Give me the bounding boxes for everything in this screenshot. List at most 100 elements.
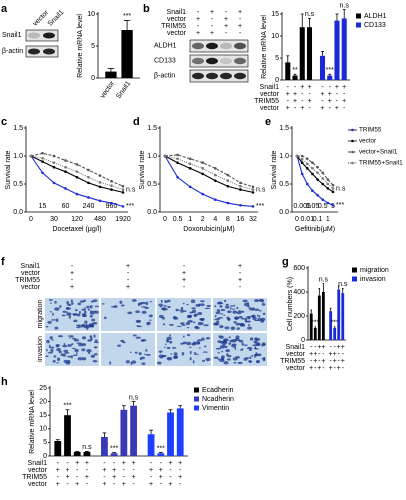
marker — [75, 170, 79, 173]
significance: n.s — [336, 185, 346, 192]
cell — [243, 344, 248, 346]
panel-letter: e — [265, 116, 271, 128]
cell — [248, 307, 252, 310]
condition-sign: + — [329, 351, 333, 358]
cell — [47, 351, 53, 354]
condition-sign: + — [182, 277, 186, 284]
condition-name: Snail1 — [286, 344, 306, 351]
condition-sign: + — [224, 16, 228, 23]
condition-sign: + — [333, 351, 337, 358]
bar — [121, 30, 133, 78]
cell — [136, 325, 142, 328]
condition-sign: - — [308, 105, 311, 112]
cell — [254, 299, 260, 303]
panel-letter: g — [282, 256, 289, 268]
condition-sign: + — [321, 344, 325, 351]
cell — [49, 346, 55, 349]
cell — [119, 300, 123, 304]
cell — [86, 305, 90, 309]
blot-band — [192, 57, 204, 65]
cell — [66, 312, 72, 316]
cell — [56, 348, 61, 352]
condition-sign: - — [179, 467, 182, 474]
condition-sign: - — [71, 277, 74, 284]
cell — [221, 350, 224, 353]
significance: n.s — [82, 444, 92, 451]
cell — [159, 314, 164, 319]
condition-sign: - — [211, 23, 214, 30]
condition-name: vector — [21, 270, 41, 277]
cell — [254, 353, 258, 356]
marker — [321, 182, 325, 186]
cell — [245, 317, 248, 321]
cell — [219, 325, 224, 329]
condition-sign: - — [225, 30, 228, 37]
marker — [188, 167, 192, 170]
marker — [41, 156, 44, 160]
marker — [41, 151, 44, 155]
marker — [213, 179, 217, 182]
cell — [251, 314, 256, 318]
cell — [81, 357, 87, 361]
cell — [191, 307, 196, 310]
cell — [163, 346, 166, 348]
condition-sign: - — [211, 16, 214, 23]
cell — [190, 299, 196, 304]
cell — [188, 315, 193, 318]
condition-sign: + — [75, 481, 79, 488]
cell — [251, 354, 254, 357]
marker — [300, 158, 304, 161]
cell — [131, 360, 137, 364]
condition-sign: + — [85, 474, 89, 481]
cell — [144, 353, 146, 356]
cell — [199, 317, 205, 320]
cell — [140, 301, 146, 305]
bar — [83, 451, 91, 456]
lane-label: Snail1 — [47, 9, 66, 28]
legend-label: TRIM55+Snail1 — [359, 160, 403, 167]
marker — [52, 161, 56, 165]
cell — [258, 315, 261, 318]
marker — [41, 160, 44, 163]
cell — [225, 349, 230, 353]
cell — [51, 339, 54, 341]
marker — [300, 154, 304, 158]
cell — [140, 356, 145, 360]
condition-sign: - — [310, 358, 313, 365]
cell — [52, 312, 54, 316]
condition-sign: - — [239, 16, 242, 23]
marker — [239, 188, 242, 191]
cell — [63, 342, 66, 346]
cell — [120, 339, 125, 343]
cell — [232, 310, 238, 314]
cell — [87, 308, 90, 311]
condition-sign: - — [76, 474, 79, 481]
y-tick-label: 10 — [271, 33, 279, 40]
cell — [182, 302, 185, 305]
condition-sign: + — [178, 460, 182, 467]
marker — [213, 198, 217, 201]
cell — [180, 309, 184, 313]
cell — [189, 346, 192, 349]
y-tick-label: 20 — [39, 398, 47, 405]
condition-sign: + — [126, 263, 130, 270]
condition-sign: + — [159, 474, 163, 481]
cell — [235, 335, 240, 339]
cell — [67, 355, 72, 358]
x-tick-label: 32 — [249, 216, 257, 223]
cell — [189, 350, 192, 355]
condition-sign: - — [308, 91, 311, 98]
condition-sign: + — [328, 91, 332, 98]
x-tick-label: 960 — [106, 203, 118, 210]
bar — [337, 289, 341, 340]
marker — [331, 187, 335, 190]
cell — [238, 339, 244, 343]
cell — [104, 316, 107, 320]
cell — [75, 324, 82, 327]
legend-label: ALDH1 — [364, 13, 387, 20]
cell — [204, 307, 211, 310]
bar — [329, 311, 333, 340]
condition-sign: + — [132, 460, 136, 467]
cell — [54, 307, 60, 311]
condition-sign: + — [168, 481, 172, 488]
